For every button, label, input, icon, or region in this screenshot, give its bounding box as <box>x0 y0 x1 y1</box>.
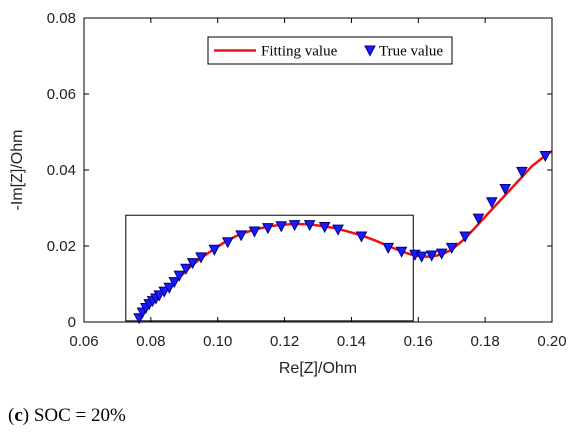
true-value-marker <box>248 226 261 238</box>
true-value-marker <box>382 242 395 254</box>
legend-true-value-marker <box>364 45 376 57</box>
true-value-marker <box>318 222 331 234</box>
legend-label-true-value: True value <box>379 44 443 60</box>
y-tick-label: 0.04 <box>47 162 76 179</box>
legend-label-fitting-value: Fitting value <box>261 44 338 60</box>
true-value-marker <box>539 150 552 163</box>
true-value-marker <box>208 244 221 256</box>
true-value-marker <box>499 184 512 196</box>
true-value-marker <box>163 282 176 294</box>
x-tick-label: 0.14 <box>337 333 366 350</box>
axes-layer: 0.06 0.08 0.10 0.12 0.14 0.16 0.18 0.20 0 0.02 0.0… <box>9 10 567 377</box>
zoom-box-annotation <box>125 214 414 322</box>
legend: Fitting value True value <box>207 36 453 65</box>
true-value-marker <box>415 251 428 263</box>
figure-caption: (c) SOC = 20% <box>8 405 126 427</box>
impedance-chart: 0.06 0.08 0.10 0.12 0.14 0.16 0.18 0.20 0 0.02 0.0… <box>9 10 567 377</box>
true-value-marker <box>472 213 485 225</box>
true-value-marker <box>186 258 199 270</box>
x-tick-label: 0.16 <box>404 333 433 350</box>
x-tick-label: 0.20 <box>537 333 566 350</box>
true-value-marker <box>303 220 316 232</box>
true-value-marker <box>425 250 438 262</box>
plot-layer <box>125 149 553 325</box>
true-value-marker <box>332 224 344 236</box>
y-tick-label: 0.02 <box>47 238 76 255</box>
y-tick-label: 0.08 <box>47 10 76 27</box>
x-tick-label: 0.08 <box>136 333 165 350</box>
true-value-marker <box>275 221 288 233</box>
true-value-marker <box>180 263 192 275</box>
x-tick-label: 0.12 <box>270 333 299 350</box>
legend-box <box>207 36 453 65</box>
true-value-marker <box>221 237 234 249</box>
x-tick-label: 0.18 <box>471 333 500 350</box>
true-value-marker <box>516 166 528 178</box>
series-fitting-value-line <box>138 149 553 321</box>
y-tick-label: 0.06 <box>47 86 76 103</box>
caption-letter: c <box>14 405 23 426</box>
caption-text: ) SOC = 20% <box>22 405 126 426</box>
true-value-marker <box>153 290 166 302</box>
true-value-marker <box>195 252 207 264</box>
true-value-marker <box>288 220 301 232</box>
true-value-marker <box>486 197 498 209</box>
true-value-marker <box>459 231 471 243</box>
true-value-marker <box>235 230 247 242</box>
true-value-marker <box>395 246 408 258</box>
x-axis-label: Re[Z]/Ohm <box>279 360 357 377</box>
x-tick-label: 0.06 <box>69 333 98 350</box>
true-value-marker <box>435 248 448 260</box>
true-value-marker <box>158 286 171 298</box>
true-value-marker <box>355 231 368 243</box>
true-value-marker <box>262 223 274 235</box>
true-value-marker <box>168 277 181 289</box>
x-tick-label: 0.10 <box>203 333 232 350</box>
y-axis-label: -Im[Z]/Ohm <box>9 130 26 211</box>
true-value-marker <box>445 242 458 254</box>
true-value-marker <box>173 270 186 282</box>
caption-open: ( <box>8 405 15 426</box>
y-tick-label: 0 <box>68 314 76 331</box>
